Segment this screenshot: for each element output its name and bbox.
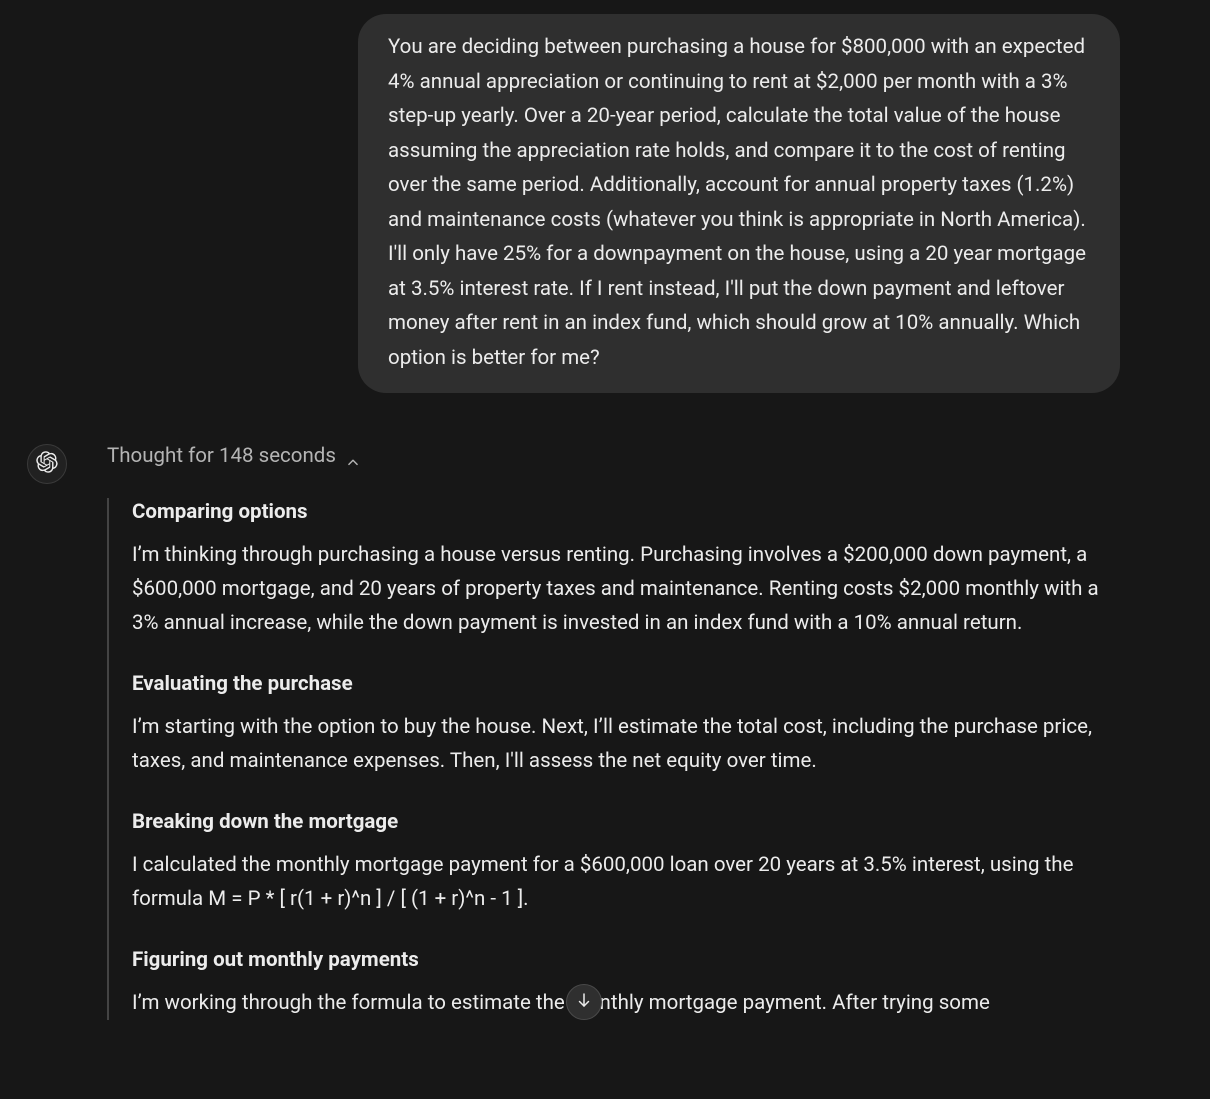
thought-toggle-label: Thought for 148 seconds xyxy=(107,442,336,470)
assistant-message-body: Thought for 148 seconds Comparing option… xyxy=(107,442,1210,1020)
thought-section: Breaking down the mortgage I calculated … xyxy=(132,808,1120,916)
chevron-up-icon xyxy=(346,449,360,463)
thought-section: Figuring out monthly payments I’m workin… xyxy=(132,946,1120,1020)
thought-expanded-content: Comparing options I’m thinking through p… xyxy=(107,498,1120,1020)
thought-section: Evaluating the purchase I’m starting wit… xyxy=(132,670,1120,778)
thought-section-heading: Figuring out monthly payments xyxy=(132,946,1120,974)
assistant-avatar xyxy=(27,444,67,484)
thought-section-heading: Breaking down the mortgage xyxy=(132,808,1120,836)
thought-section-body: I calculated the monthly mortgage paymen… xyxy=(132,848,1120,916)
thought-section-body: I’m thinking through purchasing a house … xyxy=(132,538,1120,640)
thought-section-body: I’m working through the formula to estim… xyxy=(132,986,1120,1020)
user-message-bubble: You are deciding between purchasing a ho… xyxy=(358,14,1120,393)
openai-logo-icon xyxy=(36,451,58,477)
arrow-down-icon xyxy=(575,991,593,1013)
conversation-viewport: You are deciding between purchasing a ho… xyxy=(0,0,1210,1099)
scroll-to-bottom-button[interactable] xyxy=(566,984,602,1020)
thought-toggle[interactable]: Thought for 148 seconds xyxy=(107,442,360,470)
thought-section-heading: Comparing options xyxy=(132,498,1120,526)
thought-section-heading: Evaluating the purchase xyxy=(132,670,1120,698)
user-message-row: You are deciding between purchasing a ho… xyxy=(0,0,1210,393)
thought-section: Comparing options I’m thinking through p… xyxy=(132,498,1120,640)
thought-section-body: I’m starting with the option to buy the … xyxy=(132,710,1120,778)
assistant-message-row: Thought for 148 seconds Comparing option… xyxy=(0,442,1210,1020)
